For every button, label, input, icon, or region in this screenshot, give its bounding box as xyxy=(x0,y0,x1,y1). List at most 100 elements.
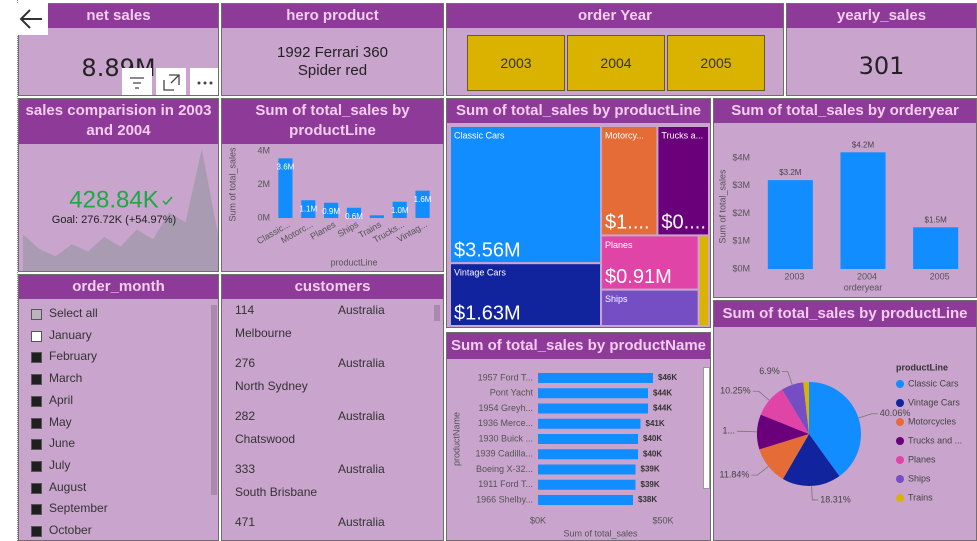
data-label: $38K xyxy=(638,495,657,504)
slicer-item-label: September xyxy=(49,501,108,516)
kpi-visual: sales comparision in 2003 and 2004 428.8… xyxy=(18,98,219,272)
treemap-tile xyxy=(697,234,710,327)
card-value: 1992 Ferrari 360 Spider red xyxy=(277,44,388,79)
more-button[interactable] xyxy=(190,68,219,96)
checkbox[interactable] xyxy=(31,504,42,516)
checkbox[interactable] xyxy=(31,526,42,537)
slicer-item-label: May xyxy=(49,414,72,429)
table-cell: 114 xyxy=(235,303,255,317)
bar xyxy=(840,152,886,269)
y-tick-label: 1930 Buick ... xyxy=(478,433,533,443)
table-title: customers xyxy=(222,275,443,299)
slicer-item-label: June xyxy=(49,436,76,451)
y-axis-title: Sum of total_sales xyxy=(227,147,237,222)
data-label: 6.9% xyxy=(759,366,780,376)
pie-slice xyxy=(782,434,840,486)
pie-slice xyxy=(809,382,861,477)
x-tick-label: 2005 xyxy=(930,271,950,281)
legend-label: Vintage Cars xyxy=(908,397,960,407)
chart-svg: $0K $50K 1957 Ford T... $46K Pont Yacht $44K 1… xyxy=(451,372,677,538)
chart-title: Sum of total_sales by productLine xyxy=(222,99,443,144)
y-tick-label: Pont Yacht xyxy=(490,388,534,398)
slicer-item-label: April xyxy=(49,392,74,407)
tile-value: $3.56M xyxy=(454,239,521,261)
tile-value: $0.91M xyxy=(605,266,672,288)
y-tick-label: 1939 Cadilla... xyxy=(475,449,533,459)
tile-label: Vintage Cars xyxy=(454,268,506,278)
scrollbar[interactable] xyxy=(703,367,710,489)
chart-svg: 40.06% 18.31% 11.84% 1... 10.25% 6.9% productL… xyxy=(720,362,963,504)
data-label: 0.9M xyxy=(322,207,340,216)
data-label: 1.0M xyxy=(391,206,409,215)
checkbox[interactable] xyxy=(31,482,42,494)
treemap-panel: Sum of total_sales by productLine Classi… xyxy=(446,98,711,328)
x-tick-label: Planes xyxy=(308,219,337,242)
bar-chart-panel: Sum of total_sales by productLine 0M 2M 4M… xyxy=(221,98,444,272)
filter-button[interactable] xyxy=(122,68,152,96)
pie-chart-panel: Sum of total_sales by productLine 40.06%… xyxy=(713,300,977,541)
bar xyxy=(538,403,648,414)
checkbox[interactable] xyxy=(31,374,42,386)
leader-line xyxy=(858,413,878,419)
data-label: $44K xyxy=(653,404,672,413)
legend-label: Ships xyxy=(908,473,931,483)
checkbox[interactable] xyxy=(31,352,42,364)
treemap-tile xyxy=(600,288,700,327)
x-tick-label: $50K xyxy=(652,515,673,525)
bar xyxy=(538,434,638,444)
back-button[interactable] xyxy=(16,3,48,35)
more-icon xyxy=(197,81,213,85)
slicer-tile[interactable]: 2005 xyxy=(667,35,765,91)
slicer-tile[interactable]: 2004 xyxy=(567,35,665,91)
table-cell: 276 xyxy=(235,356,256,370)
pie-slice xyxy=(760,389,809,434)
filter-icon xyxy=(130,77,144,89)
leader-line xyxy=(751,466,769,476)
data-label: $41K xyxy=(646,419,665,428)
focus-button[interactable] xyxy=(156,68,186,96)
leader-line xyxy=(752,390,770,401)
bar xyxy=(538,479,636,490)
data-label: 0.6M xyxy=(345,212,363,221)
y-tick-label: $0M xyxy=(732,263,750,273)
slicer-title: order_month xyxy=(19,275,218,299)
data-label: $40K xyxy=(643,449,662,458)
checkbox[interactable] xyxy=(31,330,42,342)
bar xyxy=(538,449,638,460)
customers-table: customers 114 Australia Melbourne 276 Austra… xyxy=(221,274,444,541)
scrollbar[interactable] xyxy=(211,305,217,495)
y-tick-label: 1966 Shelby... xyxy=(476,494,533,504)
data-label: $44K xyxy=(653,388,672,397)
pie-slice xyxy=(782,382,809,434)
data-label: 1... xyxy=(723,426,736,436)
x-tick-label: Ships xyxy=(336,219,361,239)
y-tick-label: 4M xyxy=(257,145,270,155)
bar xyxy=(538,418,641,429)
hbar-chart-panel: Sum of total_sales by productName $0K $50… xyxy=(446,332,711,541)
card-net-sales: net sales 8.89M xyxy=(18,3,219,96)
slicer-tile[interactable]: 2003 xyxy=(467,35,565,91)
data-label: 18.31% xyxy=(820,494,851,504)
slicer-title: order Year xyxy=(447,4,783,28)
bar xyxy=(767,180,813,269)
checkbox[interactable] xyxy=(31,460,42,472)
bar xyxy=(538,464,636,475)
table-cell: Australia xyxy=(338,462,385,476)
checkbox[interactable] xyxy=(31,395,42,407)
table-cell: North Sydney xyxy=(235,379,308,393)
data-label: $46K xyxy=(658,373,677,382)
y-tick-label: 1936 Merce... xyxy=(478,418,533,428)
data-label: 10.25% xyxy=(720,386,751,396)
slicer-item-label: January xyxy=(49,327,92,342)
y-tick-label: 1911 Ford T... xyxy=(478,479,533,489)
table-cell: Australia xyxy=(338,515,385,529)
visual-toolbar xyxy=(122,68,219,96)
checkbox[interactable] xyxy=(31,417,42,429)
checkbox[interactable] xyxy=(31,309,42,320)
y-axis-title: productName xyxy=(451,412,461,466)
checkbox[interactable] xyxy=(31,439,42,451)
table-cell: 333 xyxy=(235,462,256,476)
chart-svg: 0M2M4MClassic...3.6MMotorc...1.1MPlanes0… xyxy=(227,145,431,267)
scrollbar[interactable] xyxy=(434,305,440,321)
